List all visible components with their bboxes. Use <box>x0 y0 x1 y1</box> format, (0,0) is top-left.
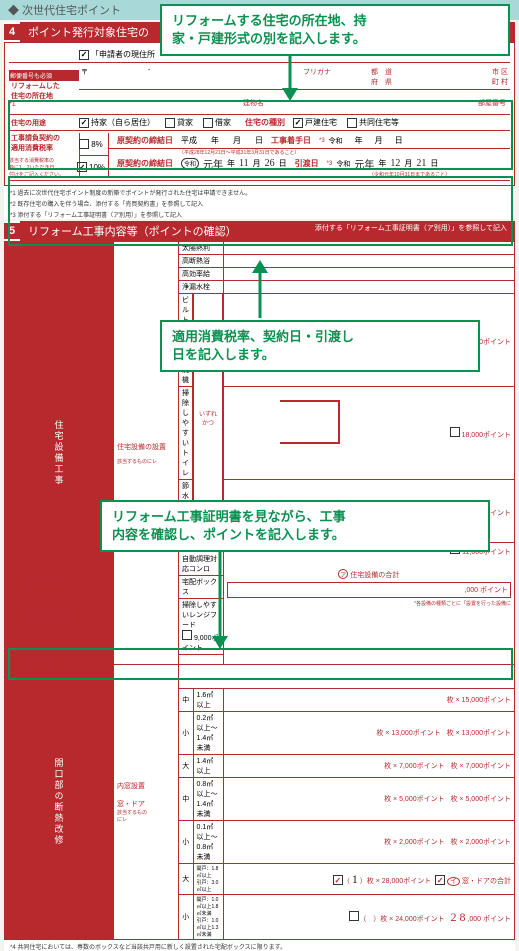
cat-gaishoku: 外窓交換 <box>28 574 60 585</box>
vert-label-1: 住宅設備工事 <box>5 242 114 665</box>
cat-door: ドア交換 <box>28 658 60 669</box>
section-5-number: 5 <box>4 223 20 239</box>
room-label: 部屋番号 <box>478 98 506 108</box>
tax-row: 工事請負契約の 適用消費税率 該当する消費税率の 枠に1、2いただき日 付けをご… <box>9 131 510 181</box>
section-5-title: リフォーム工事内容等（ポイントの確認）添付する「リフォーム工事証明書（ア別用）」… <box>20 221 515 241</box>
item-souji-toilet: 掃除しやすいトイレ <box>179 387 194 480</box>
footnote-1: *1 過去に次世代住宅ポイント制度の新築でポイントが発行された住宅は申請できませ… <box>10 188 509 197</box>
callout-3: リフォーム工事証明書を見ながら、工事 内容を確認し、ポイントを記入します。 <box>100 500 490 552</box>
address-label: リフォームした 住宅の所在地 <box>9 81 79 101</box>
building-label: 建物名 <box>243 98 264 108</box>
sum-box-setsubi: ,000 ポイント <box>227 582 512 598</box>
kariya-check[interactable]: 借家 <box>203 117 231 128</box>
hand-m1: 11 <box>239 158 249 169</box>
kyodo-check[interactable]: 共同住宅等 <box>347 117 399 128</box>
kashiya-check[interactable]: 貸家 <box>165 117 193 128</box>
rate10-check[interactable]: ✓10% <box>77 162 105 172</box>
section-4-form: ✓「申請者の現住所 郵便番号も必須 リフォームした 住宅の所在地 *1 〒 - … <box>4 42 515 186</box>
arrow-2 <box>240 258 280 323</box>
address-row: 郵便番号も必須 リフォームした 住宅の所在地 *1 〒 - フリガナ 都 道 府… <box>9 63 510 115</box>
rate8-check[interactable]: 8% <box>79 139 103 149</box>
vert-label-2: 開口部の断熱改修 <box>5 665 114 940</box>
type-label: 住宅の種別 <box>245 117 285 128</box>
item-koukoritsu: 高効率給 <box>179 268 224 281</box>
footnote-2: *2 既存住宅の購入を伴う場合、添付する「売買契約書」を参照して記入 <box>10 199 509 208</box>
hand-d2: 21 <box>416 158 426 169</box>
tax-label: 工事請負契約の 適用消費税率 <box>9 133 79 153</box>
hand-d1: 26 <box>265 158 275 169</box>
cat-mado: 内窓設置 窓・ドア 該当するもの にレ <box>114 665 179 940</box>
hand-gannen2: 元年 <box>354 156 374 171</box>
jika-check[interactable]: ✓持家（自ら居住） <box>79 117 155 128</box>
consent-check[interactable]: ✓「申請者の現住所 <box>79 49 155 60</box>
footnote-4: *4 共同住宅においては、専数のボックスなど当該共戸用に新しく設置された宅配ボッ… <box>10 942 509 951</box>
hand-total: 2 8 <box>450 910 465 924</box>
kodate-check[interactable]: ✓戸建住宅 <box>293 117 337 128</box>
use-label: 住宅の用途 <box>9 118 79 128</box>
use-row: 住宅の用途 ✓持家（自ら居住） 貸家 借家 住宅の種別 ✓戸建住宅 共同住宅等 <box>9 115 510 131</box>
postal-mark: 〒 <box>81 67 88 87</box>
item-sekimen: 浄漏水栓 <box>179 281 224 294</box>
item-koudan: 高断熱浴 <box>179 255 224 268</box>
callout-2: 適用消費税率、契約日・引渡し 日を記入します。 <box>160 320 480 372</box>
hand-qty: 1 <box>352 872 358 886</box>
cat-setsubi: 住宅設備の設置 該当するものにレ <box>114 242 179 665</box>
header-icon: ◆ <box>8 5 19 17</box>
cat-naiso-pad <box>179 665 515 689</box>
item-solar: 太陽熱利 <box>179 242 224 255</box>
section-5-title-bar: 5 リフォーム工事内容等（ポイントの確認）添付する「リフォーム工事証明書（ア別用… <box>4 221 515 241</box>
arrow-3 <box>200 544 240 654</box>
header-text: 次世代住宅ポイント <box>22 5 121 17</box>
hand-gannen1: 元年 <box>203 156 223 171</box>
hand-m2: 12 <box>390 158 400 169</box>
callout-1: リフォームする住宅の所在地、持 家・戸建形式の別を記入します。 <box>160 4 510 56</box>
footnote-3: *3 添付する「リフォーム工事証明書（ア別用）」を参照して記入 <box>10 210 509 219</box>
postal-label: 郵便番号も必須 <box>9 70 79 81</box>
section-4-number: 4 <box>4 24 20 40</box>
cat-glass: ガラス交換 <box>28 612 68 623</box>
